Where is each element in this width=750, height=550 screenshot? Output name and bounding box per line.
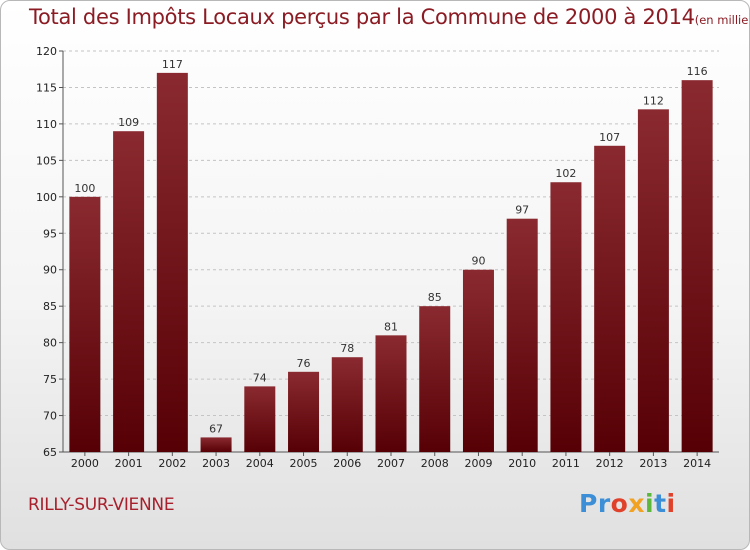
y-tick-label: 95 [43, 227, 57, 240]
x-tick-label: 2004 [246, 457, 274, 470]
value-label: 102 [555, 167, 576, 180]
x-tick-label: 2006 [333, 457, 361, 470]
bar-2011 [550, 182, 582, 452]
logo-part-3: x [628, 489, 645, 518]
y-tick-label: 75 [43, 373, 57, 386]
bar-2003 [200, 437, 232, 452]
value-label: 85 [428, 291, 442, 304]
chart-title-main: Total des Impôts Locaux perçus par la Co… [29, 5, 695, 29]
logo-part-6: i [666, 489, 676, 518]
value-label: 76 [297, 357, 311, 370]
y-tick-label: 115 [36, 81, 57, 94]
value-labels: 100 109 117 67 74 76 78 81 85 90 97 102 107 112 116 [74, 58, 707, 436]
x-tick-label: 2011 [552, 457, 580, 470]
bar-2000 [69, 196, 101, 452]
value-label: 107 [599, 131, 620, 144]
bar-2007 [375, 335, 407, 452]
bar-2009 [462, 269, 494, 452]
bar-2002 [156, 72, 188, 452]
x-tick-label: 2007 [377, 457, 405, 470]
bar-2006 [331, 357, 363, 452]
y-tick-label: 105 [36, 154, 57, 167]
value-label: 97 [515, 204, 529, 217]
value-label: 109 [118, 116, 139, 129]
proxiti-logo[interactable]: Proxiti [579, 489, 676, 518]
x-tick-labels: 2000 2001 2002 2003 2004 2005 2006 2007 2008 2009… [71, 452, 711, 470]
bar-2001 [113, 131, 145, 452]
logo-part-4: i [644, 489, 655, 518]
x-tick-label: 2001 [115, 457, 143, 470]
y-tick-labels: 65 70 75 80 85 90 95 100 105 110 115 120 [36, 45, 57, 459]
x-tick-label: 2009 [464, 457, 492, 470]
logo-part-2: o [610, 489, 629, 518]
value-label: 112 [643, 94, 664, 107]
bar-2008 [419, 306, 451, 452]
logo-part-5: t [654, 489, 667, 518]
value-label: 78 [340, 342, 354, 355]
y-tick-label: 80 [43, 337, 57, 350]
logo-part-1: Pr [579, 489, 611, 518]
commune-name: RILLY-SUR-VIENNE [28, 495, 175, 515]
x-tick-label: 2008 [421, 457, 449, 470]
bar-2012 [594, 145, 626, 453]
y-tick-label: 110 [36, 118, 57, 131]
value-label: 67 [209, 422, 223, 435]
y-tick-label: 65 [43, 446, 57, 459]
value-label: 81 [384, 320, 398, 333]
y-tick-label: 90 [43, 264, 57, 277]
bar-2004 [244, 386, 276, 452]
x-tick-label: 2003 [202, 457, 230, 470]
bar-2005 [288, 371, 320, 452]
y-tick-label: 70 [43, 410, 57, 423]
bar-2010 [506, 218, 538, 452]
value-label: 117 [162, 58, 183, 71]
value-label: 74 [253, 371, 267, 384]
bars [69, 72, 713, 453]
x-tick-label: 2005 [290, 457, 318, 470]
x-tick-label: 2010 [508, 457, 536, 470]
bar-2013 [637, 109, 669, 452]
value-label: 100 [74, 182, 95, 195]
bar-2014 [681, 80, 713, 452]
x-tick-label: 2014 [683, 457, 711, 470]
y-tick-label: 85 [43, 300, 57, 313]
x-tick-label: 2013 [639, 457, 667, 470]
x-tick-label: 2012 [596, 457, 624, 470]
value-label: 116 [687, 65, 708, 78]
x-tick-label: 2000 [71, 457, 99, 470]
y-tick-label: 120 [36, 45, 57, 58]
value-label: 90 [471, 255, 485, 268]
y-tick-label: 100 [36, 191, 57, 204]
chart-unit: (en milliers d'€) [694, 13, 749, 27]
x-tick-label: 2002 [158, 457, 186, 470]
chart-title: Total des Impôts Locaux perçus par la Co… [29, 5, 749, 29]
